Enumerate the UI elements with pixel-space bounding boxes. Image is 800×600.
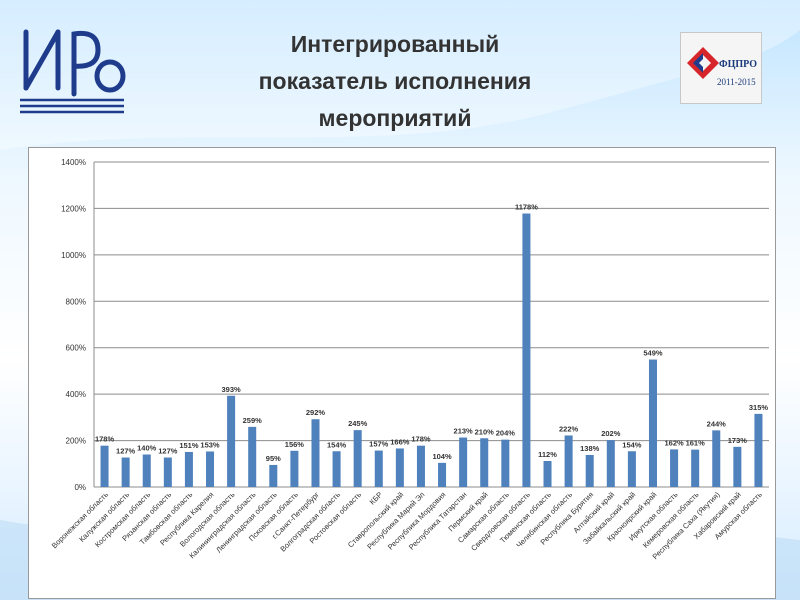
fcpro-logo: ФЦПРО 2011-2015 <box>680 32 762 104</box>
bar <box>438 462 447 487</box>
data-label: 140% <box>137 444 157 453</box>
data-label: 127% <box>116 447 136 456</box>
data-label: 166% <box>390 437 410 446</box>
bar <box>248 426 257 487</box>
data-label: 153% <box>200 440 220 449</box>
bar <box>311 419 320 487</box>
y-tick-label: 1200% <box>61 204 86 213</box>
bar <box>100 445 109 487</box>
bar <box>121 457 130 487</box>
title-line-1: Интегрированный <box>290 31 500 57</box>
bar <box>627 451 636 487</box>
y-tick-label: 800% <box>66 297 86 306</box>
data-label: 204% <box>496 429 516 438</box>
bar <box>353 430 362 487</box>
data-label: 112% <box>538 450 557 459</box>
y-tick-label: 600% <box>66 344 86 353</box>
data-label: 292% <box>306 408 326 417</box>
bar <box>606 440 615 487</box>
bar <box>395 448 404 487</box>
bar <box>691 449 700 487</box>
data-label: 161% <box>686 439 706 448</box>
x-tick-label: КБР <box>368 490 384 506</box>
data-label: 178% <box>95 435 115 444</box>
y-tick-label: 1000% <box>61 251 86 260</box>
data-label: 202% <box>601 429 621 438</box>
fcpro-logo-icon <box>687 47 719 79</box>
bar <box>416 445 425 487</box>
bar <box>142 454 151 487</box>
bar <box>332 451 341 487</box>
data-label: 549% <box>643 349 663 358</box>
bar <box>648 359 657 487</box>
data-label: 213% <box>454 427 474 436</box>
data-label: 162% <box>664 438 684 447</box>
data-label: 259% <box>243 416 263 425</box>
bar <box>269 464 278 487</box>
data-label: 1178% <box>515 203 538 212</box>
data-label: 154% <box>327 440 347 449</box>
data-label: 127% <box>158 447 178 456</box>
data-label: 315% <box>749 403 769 412</box>
bar <box>290 450 299 487</box>
iro-logo-icon <box>20 29 126 114</box>
data-label: 156% <box>285 440 305 449</box>
data-label: 151% <box>179 441 199 450</box>
data-label: 245% <box>348 419 368 428</box>
data-label: 173% <box>728 436 748 445</box>
bar-chart: 0%200%400%600%800%1000%1200%1400%178%Вор… <box>50 158 769 561</box>
bar <box>501 439 510 487</box>
y-tick-label: 200% <box>66 437 86 446</box>
data-label: 95% <box>266 454 281 463</box>
fcpro-logo-years: 2011-2015 <box>717 77 756 87</box>
chart-panel: 0% 200% 400% 600% 800% 1000% 1200% 1400% 178% Вор… <box>28 147 776 599</box>
bar <box>670 449 679 487</box>
bar <box>206 451 215 487</box>
slide-title: Интегрированный показатель исполнения ме… <box>160 26 630 137</box>
title-line-3: мероприятий <box>318 105 472 131</box>
bar <box>163 457 172 487</box>
y-tick-label: 0% <box>74 483 86 492</box>
data-label: 210% <box>475 427 495 436</box>
data-label: 222% <box>559 424 579 433</box>
bar <box>754 413 763 487</box>
fcpro-logo-text: ФЦПРО <box>719 59 757 70</box>
data-label: 178% <box>411 435 431 444</box>
bar <box>522 213 531 487</box>
bar <box>374 450 383 487</box>
title-line-2: показатель исполнения <box>258 68 532 94</box>
bar <box>227 395 236 487</box>
data-label: 138% <box>580 444 600 453</box>
bar <box>184 451 193 487</box>
data-label: 393% <box>222 385 242 394</box>
data-label: 244% <box>707 419 727 428</box>
data-label: 157% <box>369 440 389 449</box>
bar <box>459 437 468 487</box>
data-label: 104% <box>432 452 452 461</box>
bar <box>712 430 721 487</box>
y-tick-label: 400% <box>66 390 86 399</box>
bar <box>564 435 573 487</box>
bar <box>733 446 742 487</box>
bar <box>480 438 489 487</box>
y-tick-label: 1400% <box>61 158 86 167</box>
bar <box>585 454 594 487</box>
bar <box>543 461 552 487</box>
data-label: 154% <box>622 440 642 449</box>
